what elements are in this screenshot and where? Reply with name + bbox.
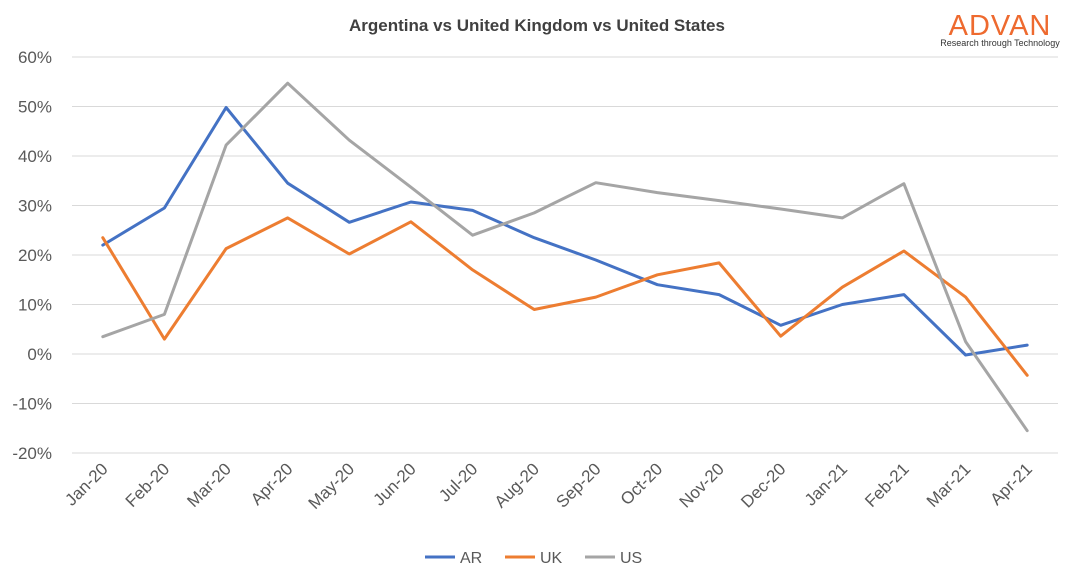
x-axis-tick-labels: Jan-20 Feb-20 Mar-20 Apr-20 May-20 Jun-20 Jul-… bbox=[61, 459, 1036, 513]
y-tick-label: -20% bbox=[12, 444, 52, 463]
y-tick-label: 50% bbox=[18, 98, 52, 117]
x-tick-label: Jan-20 bbox=[61, 459, 111, 509]
series-lines bbox=[101, 81, 1029, 433]
x-tick-label: Jan-21 bbox=[801, 459, 851, 509]
legend-label-uk: UK bbox=[540, 550, 563, 567]
series-line-us bbox=[101, 81, 1029, 433]
x-tick-label: Nov-20 bbox=[676, 459, 728, 511]
legend: AR UK US bbox=[425, 550, 642, 567]
x-tick-label: Aug-20 bbox=[491, 459, 543, 511]
logo-tagline: Research through Technology bbox=[940, 38, 1060, 48]
logo-wordmark: ADVAN bbox=[949, 10, 1052, 42]
y-axis-tick-labels: 60% 50% 40% 30% 20% 10% 0% -10% -20% bbox=[12, 48, 52, 463]
y-tick-label: 0% bbox=[27, 345, 52, 364]
x-tick-label: Sep-20 bbox=[552, 459, 604, 511]
x-tick-label: May-20 bbox=[305, 459, 359, 513]
y-tick-label: 20% bbox=[18, 246, 52, 265]
legend-label-us: US bbox=[620, 550, 642, 567]
x-tick-label: Mar-21 bbox=[923, 459, 975, 511]
y-tick-label: -10% bbox=[12, 395, 52, 414]
x-tick-label: Oct-20 bbox=[617, 459, 667, 509]
x-tick-label: Apr-21 bbox=[986, 459, 1036, 509]
x-tick-label: Feb-20 bbox=[122, 459, 174, 511]
x-tick-label: Apr-20 bbox=[247, 459, 297, 509]
chart-title: Argentina vs United Kingdom vs United St… bbox=[349, 16, 725, 35]
legend-label-ar: AR bbox=[460, 550, 482, 567]
y-tick-label: 40% bbox=[18, 147, 52, 166]
x-tick-label: Dec-20 bbox=[737, 459, 789, 511]
y-tick-label: 10% bbox=[18, 296, 52, 315]
x-tick-label: Mar-20 bbox=[183, 459, 235, 511]
series-line-ar bbox=[101, 106, 1029, 357]
advan-logo: ADVAN Research through Technology bbox=[940, 10, 1060, 48]
y-tick-label: 30% bbox=[18, 197, 52, 216]
x-tick-label: Jul-20 bbox=[435, 459, 481, 505]
y-tick-label: 60% bbox=[18, 48, 52, 67]
series-line-uk bbox=[101, 216, 1029, 377]
x-tick-label: Jun-20 bbox=[370, 459, 420, 509]
x-tick-label: Feb-21 bbox=[861, 459, 913, 511]
